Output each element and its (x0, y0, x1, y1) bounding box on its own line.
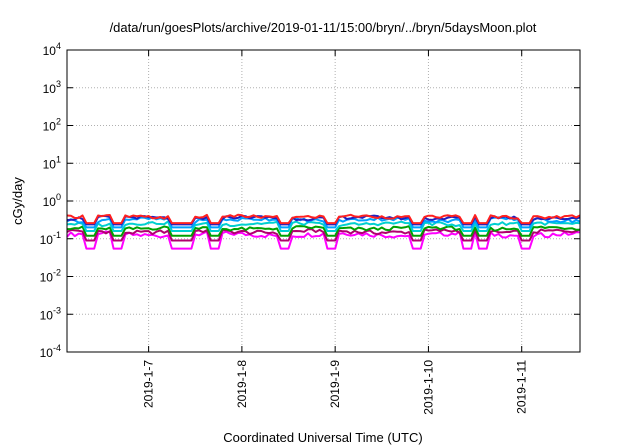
plot-frame (66, 49, 581, 353)
y-axis: 10-4 10-3 10-2 10-1 100 101 102 103 104 (40, 41, 580, 360)
y-tick-label: 101 (43, 154, 61, 171)
y-tick-label: 104 (43, 41, 61, 58)
series-line (66, 213, 581, 225)
y-tick-label: 10-2 (40, 268, 61, 285)
series-line (66, 225, 580, 237)
x-axis-label: Coordinated Universal Time (UTC) (223, 430, 422, 445)
x-tick-label: 2019-1-8 (235, 360, 249, 408)
x-tick-label: 2019-1-7 (142, 360, 156, 408)
y-tick-label: 103 (43, 79, 61, 96)
x-tick-label: 2019-1-11 (515, 360, 529, 414)
series-line (66, 220, 581, 232)
series-group (66, 213, 581, 250)
y-tick-label: 10-3 (40, 305, 61, 322)
x-axis: 2019-1-7 2019-1-8 2019-1-9 2019-1-10 2019-1-… (142, 50, 529, 415)
y-tick-label: 10-4 (40, 343, 61, 360)
y-tick-label: 102 (43, 117, 61, 134)
grid (67, 50, 580, 352)
x-tick-label: 2019-1-10 (421, 360, 435, 415)
x-tick-label: 2019-1-9 (328, 360, 342, 408)
y-tick-label: 10-1 (40, 230, 61, 247)
y-tick-label: 100 (43, 192, 61, 209)
y-axis-label: cGy/day (10, 177, 25, 225)
chart-title: /data/run/goesPlots/archive/2019-01-11/1… (110, 20, 537, 35)
